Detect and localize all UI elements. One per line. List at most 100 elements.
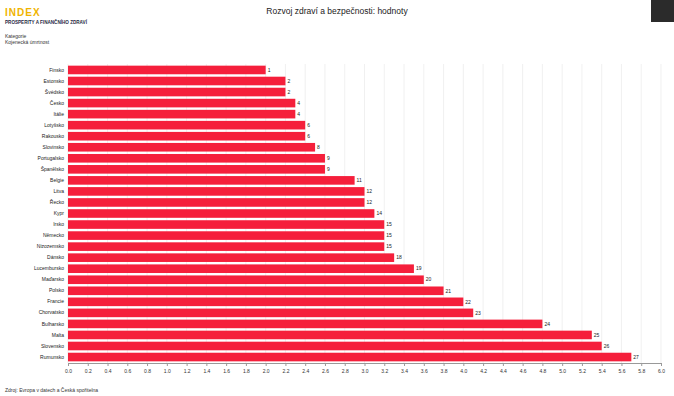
y-tick: Estonsko — [43, 78, 68, 84]
x-tick-mark — [365, 363, 366, 366]
x-tick: 0.6 — [124, 363, 131, 374]
grid-line — [581, 64, 582, 363]
x-tick: 1.2 — [184, 363, 191, 374]
x-tick-mark — [661, 363, 662, 366]
rank-label: 9 — [327, 155, 330, 161]
x-tick-label: 2.8 — [342, 368, 349, 374]
grid-line — [621, 64, 622, 363]
y-tick: Maďarsko — [42, 276, 68, 282]
thumbnail — [651, 0, 674, 22]
y-tick-label: Německo — [43, 232, 64, 238]
y-tick: Kypr — [54, 210, 68, 216]
x-tick-mark — [424, 363, 425, 366]
x-tick-label: 3.4 — [401, 368, 408, 374]
grid — [68, 64, 661, 363]
x-tick: 1.0 — [164, 363, 171, 374]
y-tick-label: Itálie — [53, 111, 64, 117]
x-tick-mark — [503, 363, 504, 366]
bar — [68, 154, 325, 163]
x-tick: 1.4 — [203, 363, 210, 374]
x-tick-label: 0.2 — [85, 368, 92, 374]
x-tick-mark — [582, 363, 583, 366]
x-tick-mark — [523, 363, 524, 366]
x-tick: 4.4 — [500, 363, 507, 374]
x-tick: 5.8 — [638, 363, 645, 374]
x-tick-mark — [88, 363, 89, 366]
x-tick-label: 2.6 — [322, 368, 329, 374]
x-tick-mark — [305, 363, 306, 366]
bar — [68, 187, 365, 196]
x-tick-label: 5.6 — [618, 368, 625, 374]
x-tick-mark — [167, 363, 168, 366]
rank-label: 11 — [357, 177, 362, 183]
chart: INDEXPROSPERITY A FINANČNÍHO ZDRAVÍRozvo… — [0, 0, 674, 396]
y-tick-label: Rakousko — [42, 133, 64, 139]
y-tick: Polsko — [49, 287, 68, 293]
y-tick-label: Lotyšsko — [44, 122, 64, 128]
x-tick-label: 0.0 — [65, 368, 72, 374]
x-tick-mark — [483, 363, 484, 366]
x-tick: 4.8 — [539, 363, 546, 374]
bar — [68, 264, 414, 273]
rank-label: 9 — [327, 166, 330, 172]
x-tick: 0.8 — [144, 363, 151, 374]
grid-line — [463, 64, 464, 363]
y-tick: Malta — [52, 332, 68, 338]
y-tick-label: Maďarsko — [42, 276, 64, 282]
bar — [68, 88, 285, 97]
y-axis-line — [68, 65, 69, 364]
y-tick: Švédsko — [45, 89, 68, 95]
x-tick-mark — [641, 363, 642, 366]
rank-label: 15 — [386, 232, 392, 238]
x-tick-label: 1.4 — [203, 368, 210, 374]
y-tick-label: Estonsko — [43, 78, 64, 84]
x-tick-mark — [187, 363, 188, 366]
bar — [68, 176, 355, 185]
y-tick: Chorvatsko — [39, 309, 68, 315]
x-tick: 0.2 — [85, 363, 92, 374]
x-tick: 2.2 — [282, 363, 289, 374]
x-tick: 3.0 — [362, 363, 369, 374]
x-tick: 6.0 — [658, 363, 665, 374]
x-tick-mark — [266, 363, 267, 366]
y-tick-label: Bulharsko — [42, 321, 64, 327]
bar — [68, 353, 631, 362]
x-tick: 1.8 — [243, 363, 250, 374]
x-tick: 5.4 — [599, 363, 606, 374]
y-tick-label: Kypr — [54, 210, 65, 216]
bar — [68, 143, 315, 152]
x-tick: 2.8 — [342, 363, 349, 374]
grid-line — [502, 64, 503, 363]
grid-line — [483, 64, 484, 363]
grid-line — [601, 64, 602, 363]
x-tick-mark — [325, 363, 326, 366]
x-tick: 3.6 — [421, 363, 428, 374]
x-tick: 2.6 — [322, 363, 329, 374]
bar — [68, 110, 295, 119]
x-tick-mark — [147, 363, 148, 366]
x-tick-label: 1.6 — [223, 368, 230, 374]
y-tick-label: Česko — [50, 100, 64, 106]
grid-line — [562, 64, 563, 363]
y-tick: Irsko — [53, 221, 68, 227]
grid-line — [522, 64, 523, 363]
grid-line — [641, 64, 642, 363]
x-tick-mark — [404, 363, 405, 366]
bar — [68, 198, 365, 207]
y-tick-label: Slovinsko — [43, 144, 65, 150]
y-tick-label: Rumunsko — [40, 354, 64, 360]
y-tick-label: Dánsko — [47, 254, 64, 260]
y-tick-label: Malta — [52, 332, 64, 338]
y-tick: Bulharsko — [42, 321, 68, 327]
bar — [68, 209, 374, 218]
x-tick-label: 5.2 — [579, 368, 586, 374]
y-tick: Česko — [50, 100, 68, 106]
y-tick: Lucembursko — [34, 265, 68, 271]
y-tick-label: Portugalsko — [38, 155, 65, 161]
x-tick: 3.4 — [401, 363, 408, 374]
x-tick-label: 0.8 — [144, 368, 151, 374]
bars — [68, 66, 631, 362]
y-tick: Nizozemsko — [37, 243, 68, 249]
bar — [68, 242, 384, 251]
x-tick-label: 4.6 — [520, 368, 527, 374]
